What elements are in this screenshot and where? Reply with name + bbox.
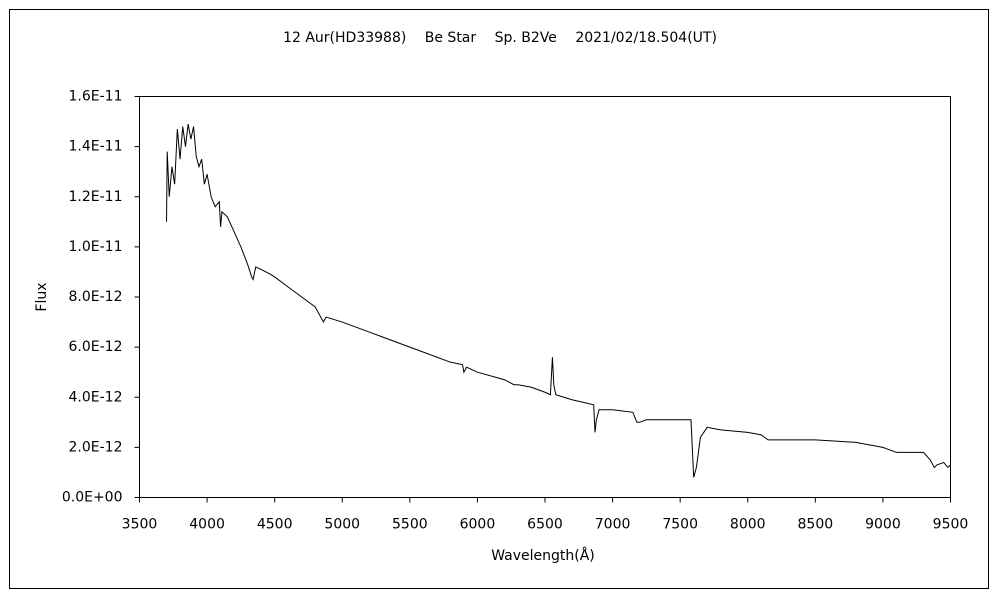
y-tick-label: 0.0E+00 xyxy=(62,490,123,506)
x-tick-label: 4500 xyxy=(257,517,293,533)
y-tick-label: 1.2E-11 xyxy=(69,189,123,205)
y-axis-label: Flux xyxy=(34,282,50,311)
y-tick-label: 1.0E-11 xyxy=(69,239,123,255)
x-tick-label: 6000 xyxy=(460,517,496,533)
spectrum-line xyxy=(166,123,951,478)
y-tick-label: 1.6E-11 xyxy=(69,89,123,105)
x-tick-label: 8500 xyxy=(798,517,834,533)
y-tick-label: 4.0E-12 xyxy=(69,389,123,405)
x-tick-label: 5500 xyxy=(392,517,428,533)
y-tick-label: 6.0E-12 xyxy=(69,339,123,355)
plot-area xyxy=(139,96,951,498)
x-tick-label: 7000 xyxy=(595,517,631,533)
x-axis-label: Wavelength(Å) xyxy=(491,547,595,564)
chart-title: 12 Aur(HD33988) Be Star Sp. B2Ve 2021/02… xyxy=(283,30,717,46)
x-tick-label: 7500 xyxy=(662,517,698,533)
y-tick-label: 1.4E-11 xyxy=(69,139,123,155)
x-tick-label: 9000 xyxy=(865,517,901,533)
x-tick-label: 9500 xyxy=(933,517,969,533)
x-tick-label: 4000 xyxy=(189,517,225,533)
x-tick-label: 8000 xyxy=(730,517,766,533)
x-tick-label: 3500 xyxy=(122,517,158,533)
y-tick-label: 8.0E-12 xyxy=(69,289,123,305)
y-tick-label: 2.0E-12 xyxy=(69,439,123,455)
x-tick-label: 6500 xyxy=(527,517,563,533)
x-tick-label: 5000 xyxy=(324,517,360,533)
